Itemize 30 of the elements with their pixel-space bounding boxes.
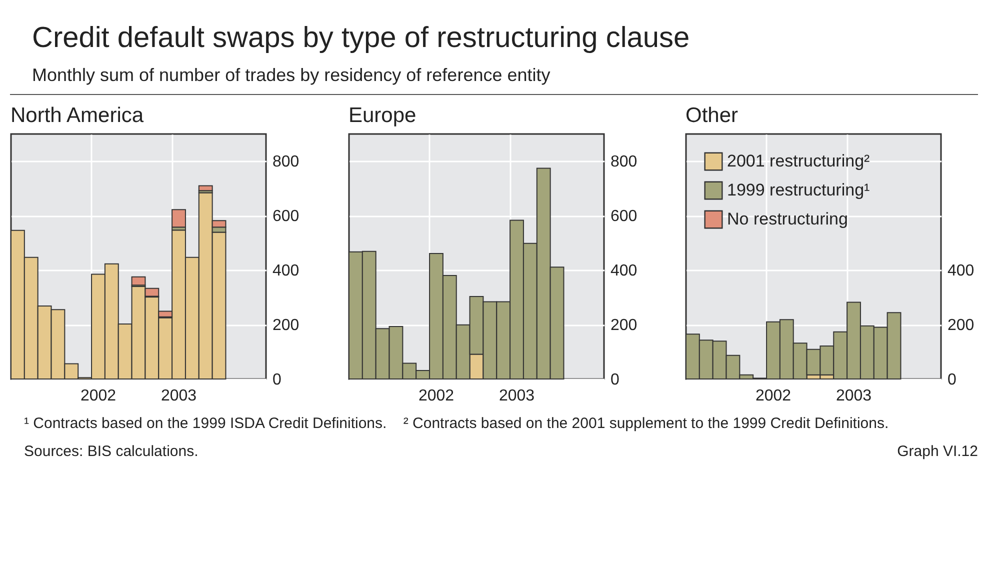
chart-title: Other — [686, 104, 738, 127]
y-tick-label: 200 — [948, 317, 974, 334]
y-tick-label: 400 — [610, 262, 637, 280]
chart-title: Europe — [348, 104, 416, 127]
text: Credit default swaps by type of restructuring clause — [32, 22, 691, 55]
y-tick-label: 600 — [272, 208, 300, 226]
y-tick-label: 0 — [272, 372, 282, 388]
x-tick-label: 2003 — [498, 388, 534, 404]
x-tick-label: 2003 — [160, 388, 197, 404]
legend-label: No restructuring — [727, 210, 848, 228]
text: Monthly sum of number of trades by residency of reference entity — [32, 65, 552, 86]
legend-label: 1999 restructuring¹ — [727, 180, 870, 200]
y-tick-label: 0 — [948, 372, 956, 388]
legend-label: 2001 restructuring² — [727, 152, 870, 170]
chart-title: North America — [10, 104, 144, 127]
y-tick-label: 200 — [610, 317, 637, 334]
y-tick-label: 800 — [272, 154, 300, 171]
y-tick-label: 600 — [610, 208, 637, 226]
text: ¹ Contracts based on the 1999 ISDA Credit Definitions. ² Contracts based on the 2001 supplement to the 1999 Credit Definitions. — [24, 415, 889, 432]
y-tick-label: 400 — [948, 262, 974, 280]
y-tick-label: 800 — [610, 154, 637, 171]
y-tick-label: 400 — [272, 262, 300, 280]
x-tick-label: 2003 — [836, 388, 872, 404]
y-tick-label: 200 — [272, 317, 300, 334]
text: Graph VI.12 — [897, 442, 978, 462]
source-note: Sources: BIS calculations. — [24, 442, 198, 462]
y-tick-label: 0 — [610, 372, 619, 388]
x-tick-label: 2002 — [755, 388, 792, 404]
x-tick-label: 2002 — [418, 388, 454, 404]
x-tick-label: 2002 — [80, 388, 116, 404]
